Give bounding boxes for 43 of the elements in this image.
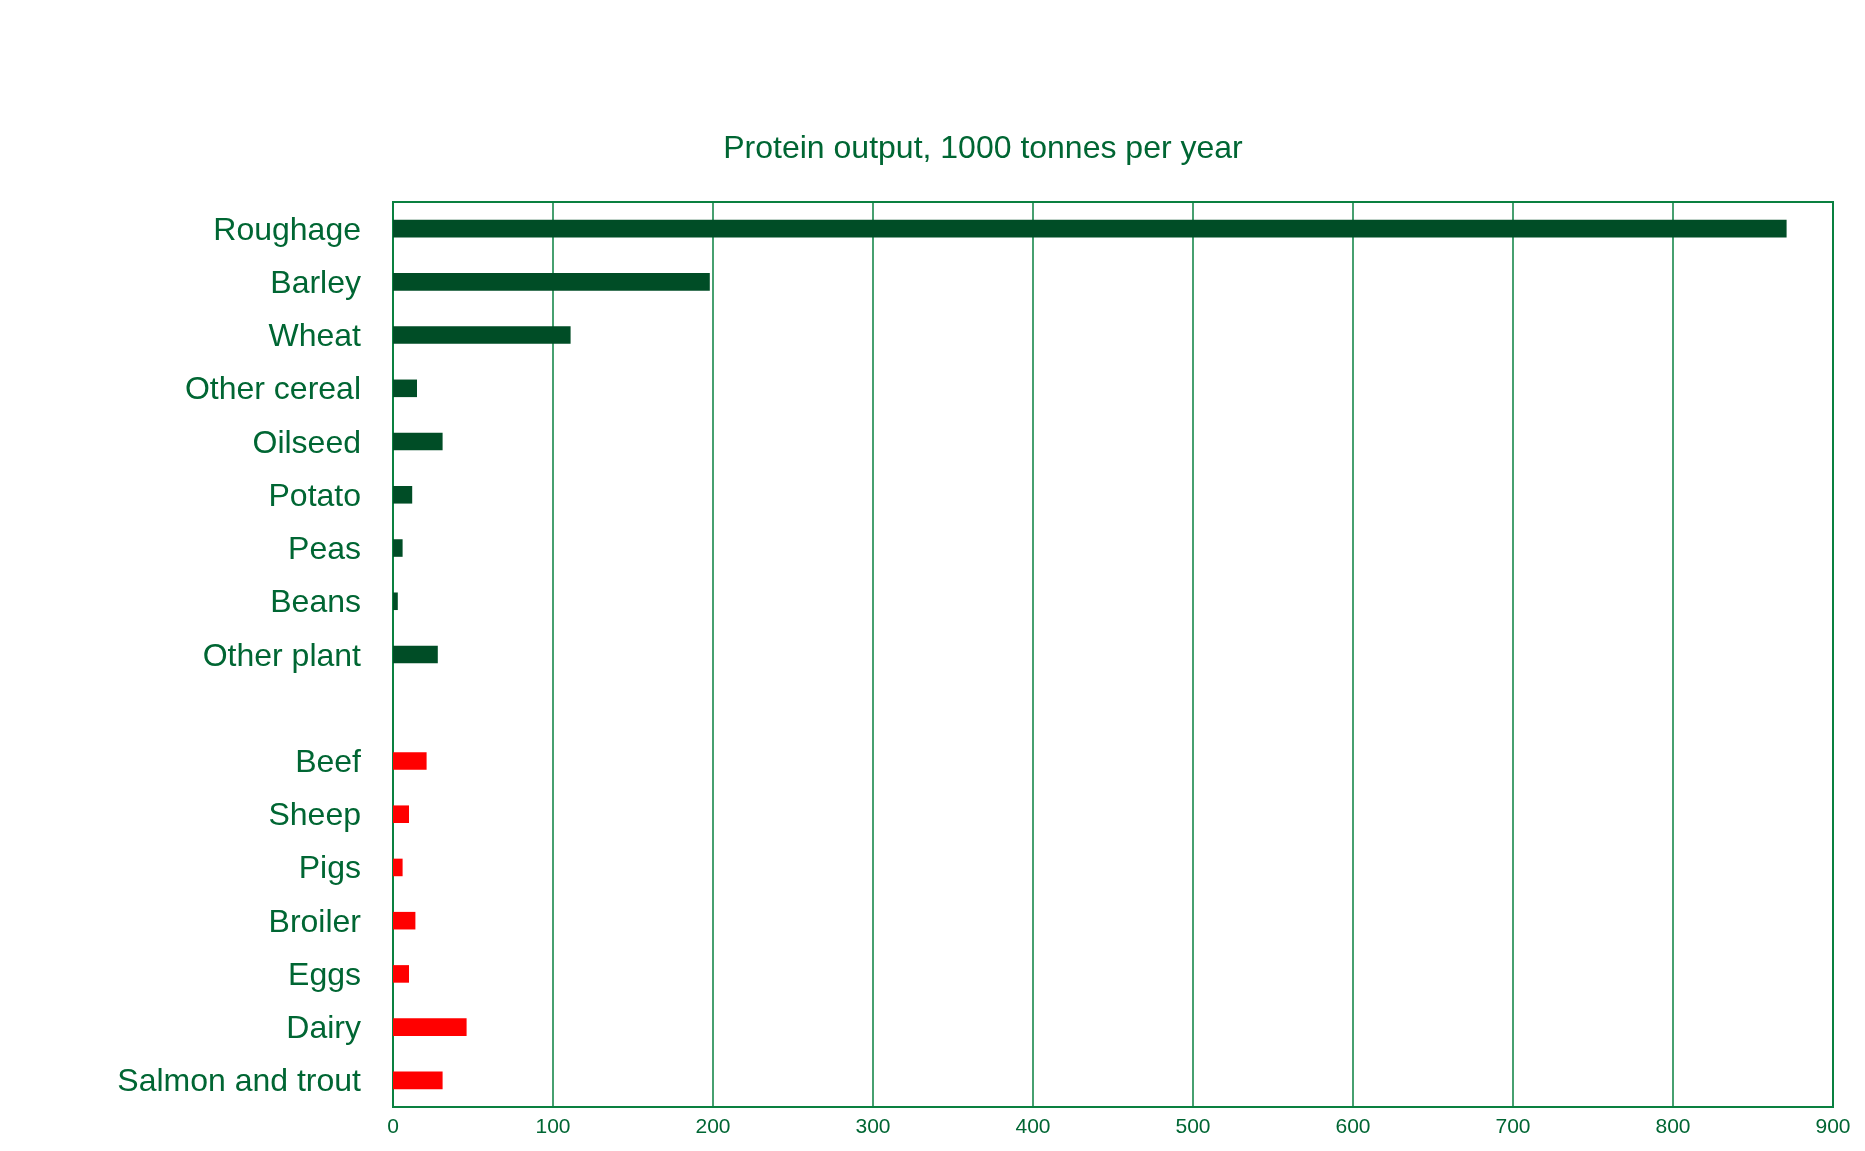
y-tick-label: Pigs	[298, 849, 361, 886]
bar	[393, 645, 438, 664]
y-tick-label: Roughage	[213, 210, 361, 247]
y-tick-label: Barley	[270, 263, 361, 300]
y-tick-label: Beef	[295, 742, 362, 779]
x-tick-label: 300	[855, 1114, 891, 1137]
bar	[393, 486, 413, 504]
y-tick-label: Beans	[270, 583, 361, 620]
y-tick-label: Potato	[268, 476, 361, 513]
x-tick-label: 100	[535, 1114, 571, 1137]
bar	[393, 273, 710, 291]
x-tick-label: 0	[387, 1114, 399, 1137]
x-tick-label: 500	[1175, 1114, 1211, 1137]
bar	[393, 326, 571, 344]
bar	[393, 1071, 443, 1090]
y-tick-label: Other cereal	[184, 370, 361, 407]
x-tick-label: 200	[695, 1114, 731, 1137]
y-tick-label: Eggs	[288, 955, 361, 992]
chart-title: Protein output, 1000 tonnes per year	[723, 129, 1244, 165]
x-tick-label: 700	[1495, 1114, 1531, 1137]
bar	[393, 752, 427, 770]
x-tick-label: 600	[1335, 1114, 1371, 1137]
bar	[393, 539, 403, 557]
y-tick-label: Peas	[288, 530, 361, 567]
y-tick-label: Broiler	[268, 902, 362, 939]
bar	[393, 379, 417, 398]
x-tick-label: 800	[1655, 1114, 1691, 1137]
y-tick-label: Dairy	[286, 1009, 361, 1046]
bar	[393, 965, 409, 983]
y-tick-label: Sheep	[268, 796, 361, 833]
x-tick-label: 400	[1015, 1114, 1051, 1137]
x-tick-label: 900	[1815, 1114, 1851, 1137]
y-tick-label: Oilseed	[252, 423, 361, 460]
bar	[393, 911, 416, 930]
bar	[393, 432, 443, 451]
y-tick-label: Other plant	[202, 636, 362, 673]
bar	[393, 1018, 467, 1036]
bar	[393, 592, 398, 611]
y-tick-label: Wheat	[268, 317, 362, 354]
bar	[393, 858, 403, 877]
y-tick-label: Salmon and trout	[117, 1062, 362, 1099]
bar	[393, 805, 409, 823]
bar	[393, 219, 1787, 238]
